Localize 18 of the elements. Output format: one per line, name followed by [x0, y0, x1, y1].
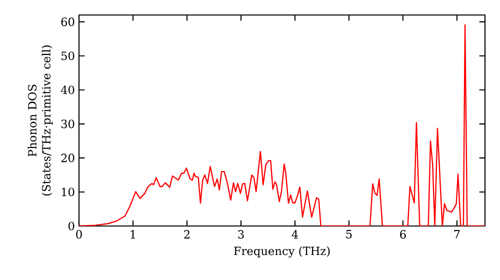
y-tick-label: 60 — [61, 18, 74, 26]
y-tick-label: 0 — [68, 222, 74, 230]
x-axis-title: Frequency (THz) — [234, 246, 330, 258]
y-tick-label: 20 — [61, 154, 74, 162]
y-tick-label: 40 — [60, 86, 74, 94]
line-series — [79, 24, 485, 226]
y-tick-label: 10 — [62, 188, 74, 196]
y-tick-label: 30 — [61, 120, 74, 128]
x-tick-label: 1 — [130, 230, 135, 238]
x-tick-label: 0 — [76, 230, 82, 239]
x-tick-label: 4 — [292, 230, 298, 238]
x-tick-label: 5 — [346, 230, 352, 238]
y-tick-label: 50 — [62, 52, 74, 60]
y-axis-title: Phonon DOS (States/THz·primitive cell) — [28, 45, 53, 196]
x-tick-label: 7 — [454, 230, 460, 238]
x-tick-label: 2 — [184, 230, 190, 238]
x-tick-label: 6 — [400, 230, 406, 239]
x-tick-label: 3 — [238, 230, 244, 239]
